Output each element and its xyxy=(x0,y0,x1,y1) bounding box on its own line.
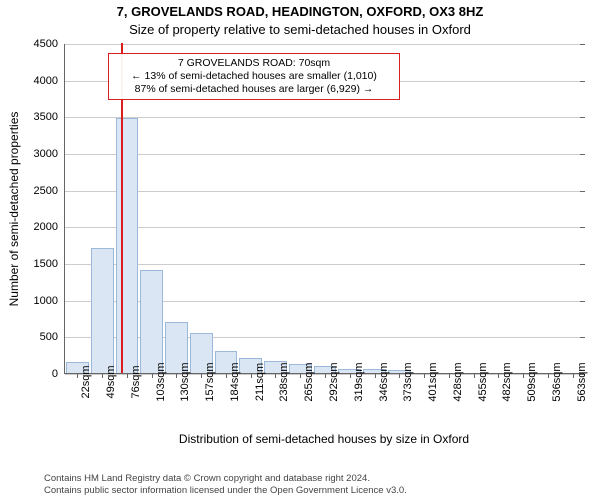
xtick-mark xyxy=(77,373,78,378)
y-axis-label: Number of semi-detached properties xyxy=(7,112,21,307)
ytick-label: 3500 xyxy=(0,111,58,123)
xtick-label: 346sqm xyxy=(378,362,390,401)
ytick-label: 1000 xyxy=(0,295,58,307)
xtick-mark xyxy=(251,373,252,378)
xtick-label: 482sqm xyxy=(501,362,513,401)
ytick-mark xyxy=(580,301,585,302)
annotation-line3: 87% of semi-detached houses are larger (… xyxy=(115,83,393,96)
xtick-mark xyxy=(275,373,276,378)
chart-title-line1: 7, GROVELANDS ROAD, HEADINGTON, OXFORD, … xyxy=(0,4,600,20)
footer-line2: Contains public sector information licen… xyxy=(44,485,407,496)
xtick-label: 563sqm xyxy=(576,362,588,401)
gridline xyxy=(65,117,584,118)
xtick-label: 401sqm xyxy=(427,362,439,401)
xtick-label: 130sqm xyxy=(179,362,191,401)
xtick-label: 211sqm xyxy=(254,363,266,401)
xtick-label: 238sqm xyxy=(278,362,290,401)
xtick-mark xyxy=(474,373,475,378)
xtick-label: 76sqm xyxy=(130,365,142,398)
ytick-mark xyxy=(580,81,585,82)
xtick-label: 455sqm xyxy=(477,362,489,401)
xtick-mark xyxy=(523,373,524,378)
gridline xyxy=(65,227,584,228)
ytick-mark xyxy=(580,191,585,192)
xtick-mark xyxy=(201,373,202,378)
footer-line1: Contains HM Land Registry data © Crown c… xyxy=(44,473,407,484)
chart-title-line2: Size of property relative to semi-detach… xyxy=(0,22,600,38)
xtick-label: 184sqm xyxy=(229,362,241,401)
xtick-mark xyxy=(375,373,376,378)
ytick-mark xyxy=(580,154,585,155)
xtick-label: 157sqm xyxy=(204,362,216,401)
xtick-label: 373sqm xyxy=(402,362,414,401)
xtick-label: 509sqm xyxy=(526,362,538,401)
xtick-label: 265sqm xyxy=(303,362,315,401)
ytick-mark xyxy=(580,44,585,45)
xtick-mark xyxy=(548,373,549,378)
chart-container: 7, GROVELANDS ROAD, HEADINGTON, OXFORD, … xyxy=(0,0,600,500)
ytick-mark xyxy=(580,337,585,338)
ytick-label: 3000 xyxy=(0,148,58,160)
xtick-mark xyxy=(449,373,450,378)
ytick-label: 4000 xyxy=(0,75,58,87)
histogram-bar xyxy=(140,270,163,373)
xtick-label: 292sqm xyxy=(328,362,340,401)
gridline xyxy=(65,44,584,45)
ytick-label: 500 xyxy=(0,331,58,343)
ytick-label: 2000 xyxy=(0,221,58,233)
xtick-mark xyxy=(300,373,301,378)
ytick-label: 0 xyxy=(0,368,58,380)
xtick-label: 49sqm xyxy=(105,365,117,398)
annotation-line1: 7 GROVELANDS ROAD: 70sqm xyxy=(115,57,393,70)
xtick-mark xyxy=(350,373,351,378)
annotation-box: 7 GROVELANDS ROAD: 70sqm ← 13% of semi-d… xyxy=(108,53,400,100)
xtick-mark xyxy=(573,373,574,378)
x-axis-label: Distribution of semi-detached houses by … xyxy=(64,432,584,446)
ytick-mark xyxy=(580,117,585,118)
gridline xyxy=(65,264,584,265)
xtick-mark xyxy=(226,373,227,378)
gridline xyxy=(65,191,584,192)
xtick-mark xyxy=(102,373,103,378)
xtick-label: 22sqm xyxy=(80,365,92,398)
annotation-line2: ← 13% of semi-detached houses are smalle… xyxy=(115,70,393,83)
xtick-mark xyxy=(176,373,177,378)
xtick-label: 536sqm xyxy=(551,362,563,401)
ytick-mark xyxy=(580,264,585,265)
histogram-bar xyxy=(116,118,139,373)
xtick-label: 103sqm xyxy=(155,362,167,401)
xtick-mark xyxy=(424,373,425,378)
ytick-mark xyxy=(580,227,585,228)
xtick-label: 319sqm xyxy=(353,362,365,401)
gridline xyxy=(65,154,584,155)
ytick-label: 2500 xyxy=(0,185,58,197)
xtick-mark xyxy=(152,373,153,378)
xtick-mark xyxy=(498,373,499,378)
ytick-label: 1500 xyxy=(0,258,58,270)
histogram-bar xyxy=(91,248,114,373)
xtick-mark xyxy=(399,373,400,378)
footer-credits: Contains HM Land Registry data © Crown c… xyxy=(44,473,407,496)
xtick-mark xyxy=(127,373,128,378)
xtick-label: 428sqm xyxy=(452,362,464,401)
xtick-mark xyxy=(325,373,326,378)
ytick-label: 4500 xyxy=(0,38,58,50)
